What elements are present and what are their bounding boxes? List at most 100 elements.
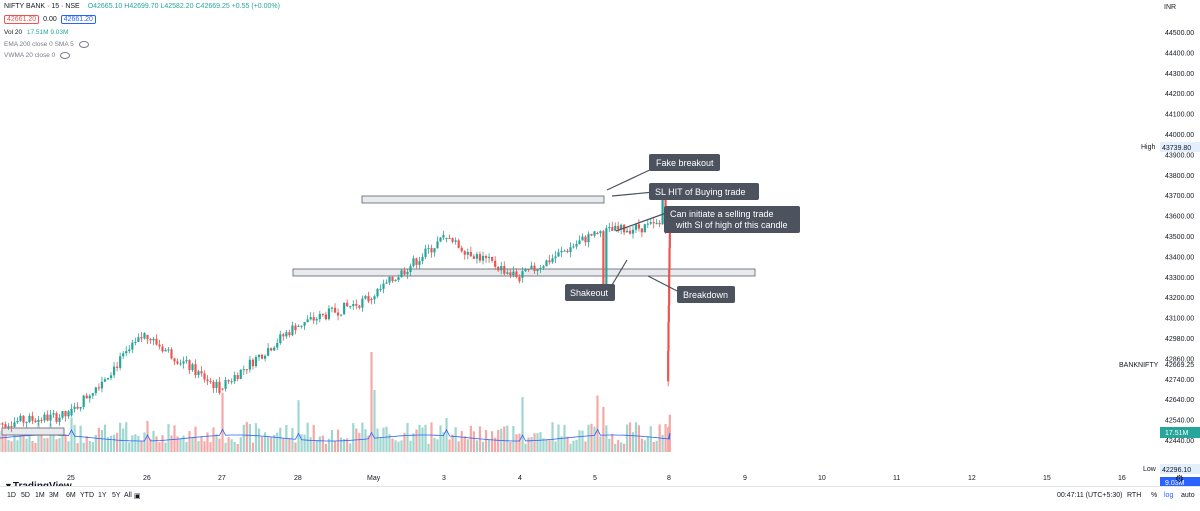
volume-bar <box>182 435 185 452</box>
volume-bar <box>173 425 176 452</box>
volume-bar <box>518 433 521 452</box>
volume-bar <box>128 442 131 452</box>
volume-bar <box>315 440 318 452</box>
volume-bar <box>487 439 491 452</box>
price-tick-label: 43600.00 <box>1165 214 1194 221</box>
candle-body <box>106 377 110 380</box>
candle-body <box>376 289 379 297</box>
timeframe-button[interactable]: 1Y <box>98 492 107 499</box>
candle-body <box>373 296 376 300</box>
candle-body <box>667 305 670 323</box>
volume-bar <box>251 442 255 452</box>
volume-bar <box>652 441 655 452</box>
timeframe-button[interactable]: 6M <box>66 492 76 499</box>
volume-bar <box>620 442 623 452</box>
candle-body <box>646 223 649 225</box>
candle-body <box>170 349 173 359</box>
candle-body <box>233 375 236 382</box>
ema-indicator[interactable]: EMA 200 close 0 SMA 5 <box>4 41 89 48</box>
volume-bar <box>640 438 643 452</box>
candle-body <box>200 371 203 374</box>
volume-bar <box>263 432 267 452</box>
date-range-icon[interactable]: ▣ <box>134 493 141 500</box>
log-toggle[interactable]: log <box>1164 492 1174 499</box>
candle-body <box>427 248 430 250</box>
volume-bar <box>10 441 13 452</box>
volume-bar <box>352 423 355 452</box>
volume-bar <box>503 426 506 452</box>
candle-body <box>521 271 524 278</box>
candle-body <box>73 406 76 409</box>
volume-indicator[interactable]: Vol 20 17.51M 9.03M <box>4 29 68 36</box>
volume-bar <box>421 427 424 452</box>
candle-body <box>188 360 191 371</box>
candle-body <box>421 256 424 262</box>
buy-button[interactable]: 42661.20 <box>60 15 96 24</box>
candle-body <box>412 258 415 267</box>
candle-body <box>593 231 596 236</box>
volume-bar <box>548 440 551 452</box>
price-tick-label: 43100.00 <box>1165 316 1194 323</box>
volume-bar <box>318 436 321 452</box>
timeframe-button[interactable]: 1M <box>35 492 45 499</box>
settings-icon[interactable]: ⚙ <box>1175 474 1184 485</box>
timeframe-button[interactable]: All <box>124 492 132 499</box>
low-label: Low <box>1143 466 1157 473</box>
sell-button[interactable]: 42661.20 <box>4 15 40 24</box>
volume-bar <box>605 425 608 452</box>
volume-bar <box>61 431 64 452</box>
timeframe-button[interactable]: 5D <box>21 492 30 499</box>
volume-bar <box>112 434 116 452</box>
volume-bar <box>140 440 143 452</box>
timeframe-button[interactable]: YTD <box>80 492 94 499</box>
candle-body <box>300 325 303 327</box>
candle-body <box>34 420 37 423</box>
volume-bar <box>28 430 31 452</box>
candle-body <box>248 359 251 370</box>
price-axis: 44500.00 44400.00 44300.00 44200.00 44100.00… <box>1165 30 1194 445</box>
candle-body <box>227 380 230 382</box>
volume-badge-text: 17.51M <box>1165 430 1189 437</box>
candle-body <box>327 308 331 320</box>
callout-fake-breakout-text: Fake breakout <box>656 158 714 168</box>
rth-toggle[interactable]: RTH <box>1127 492 1142 499</box>
volume-bars <box>0 352 671 452</box>
candle-body <box>463 251 466 255</box>
volume-bar <box>279 427 282 452</box>
timeframe-button[interactable]: 1D <box>7 492 16 499</box>
candle-body <box>79 406 82 409</box>
annotation-connectors <box>606 167 682 294</box>
candle-body <box>487 256 491 258</box>
volume-bar <box>575 439 578 452</box>
symbol-title[interactable]: NIFTY BANK · 15 · NSE <box>4 3 80 10</box>
candle-body <box>394 280 397 282</box>
clock[interactable]: 00:47:11 (UTC+5:30) <box>1057 492 1123 499</box>
eye-icon[interactable] <box>78 41 89 48</box>
candle-body <box>346 302 349 307</box>
volume-bar <box>291 427 294 452</box>
vwma-indicator[interactable]: VWMA 20 close 0 <box>4 52 71 60</box>
price-tick-label: 44000.00 <box>1165 132 1194 139</box>
price-tick-label: 42640.00 <box>1165 397 1194 404</box>
candle-body <box>203 373 206 380</box>
eye-icon[interactable] <box>60 52 71 59</box>
timeframe-button[interactable]: 3M <box>49 492 59 499</box>
auto-toggle[interactable]: auto <box>1181 492 1195 499</box>
percent-toggle[interactable]: % <box>1151 492 1158 499</box>
candle-body <box>451 238 454 242</box>
volume-bar <box>394 440 397 452</box>
volume-bar <box>527 437 530 452</box>
volume-bar <box>164 442 167 452</box>
candle-body <box>548 260 551 263</box>
timeframe-button[interactable]: 5Y <box>112 492 121 499</box>
candle-body <box>131 342 134 350</box>
volume-bar <box>596 395 599 452</box>
candle-body <box>251 359 255 367</box>
vwma-label: VWMA 20 close 0 <box>4 52 56 60</box>
volume-bar <box>581 430 584 452</box>
candle-body <box>31 415 34 421</box>
candle-body <box>617 225 620 230</box>
candle-body <box>545 260 548 267</box>
